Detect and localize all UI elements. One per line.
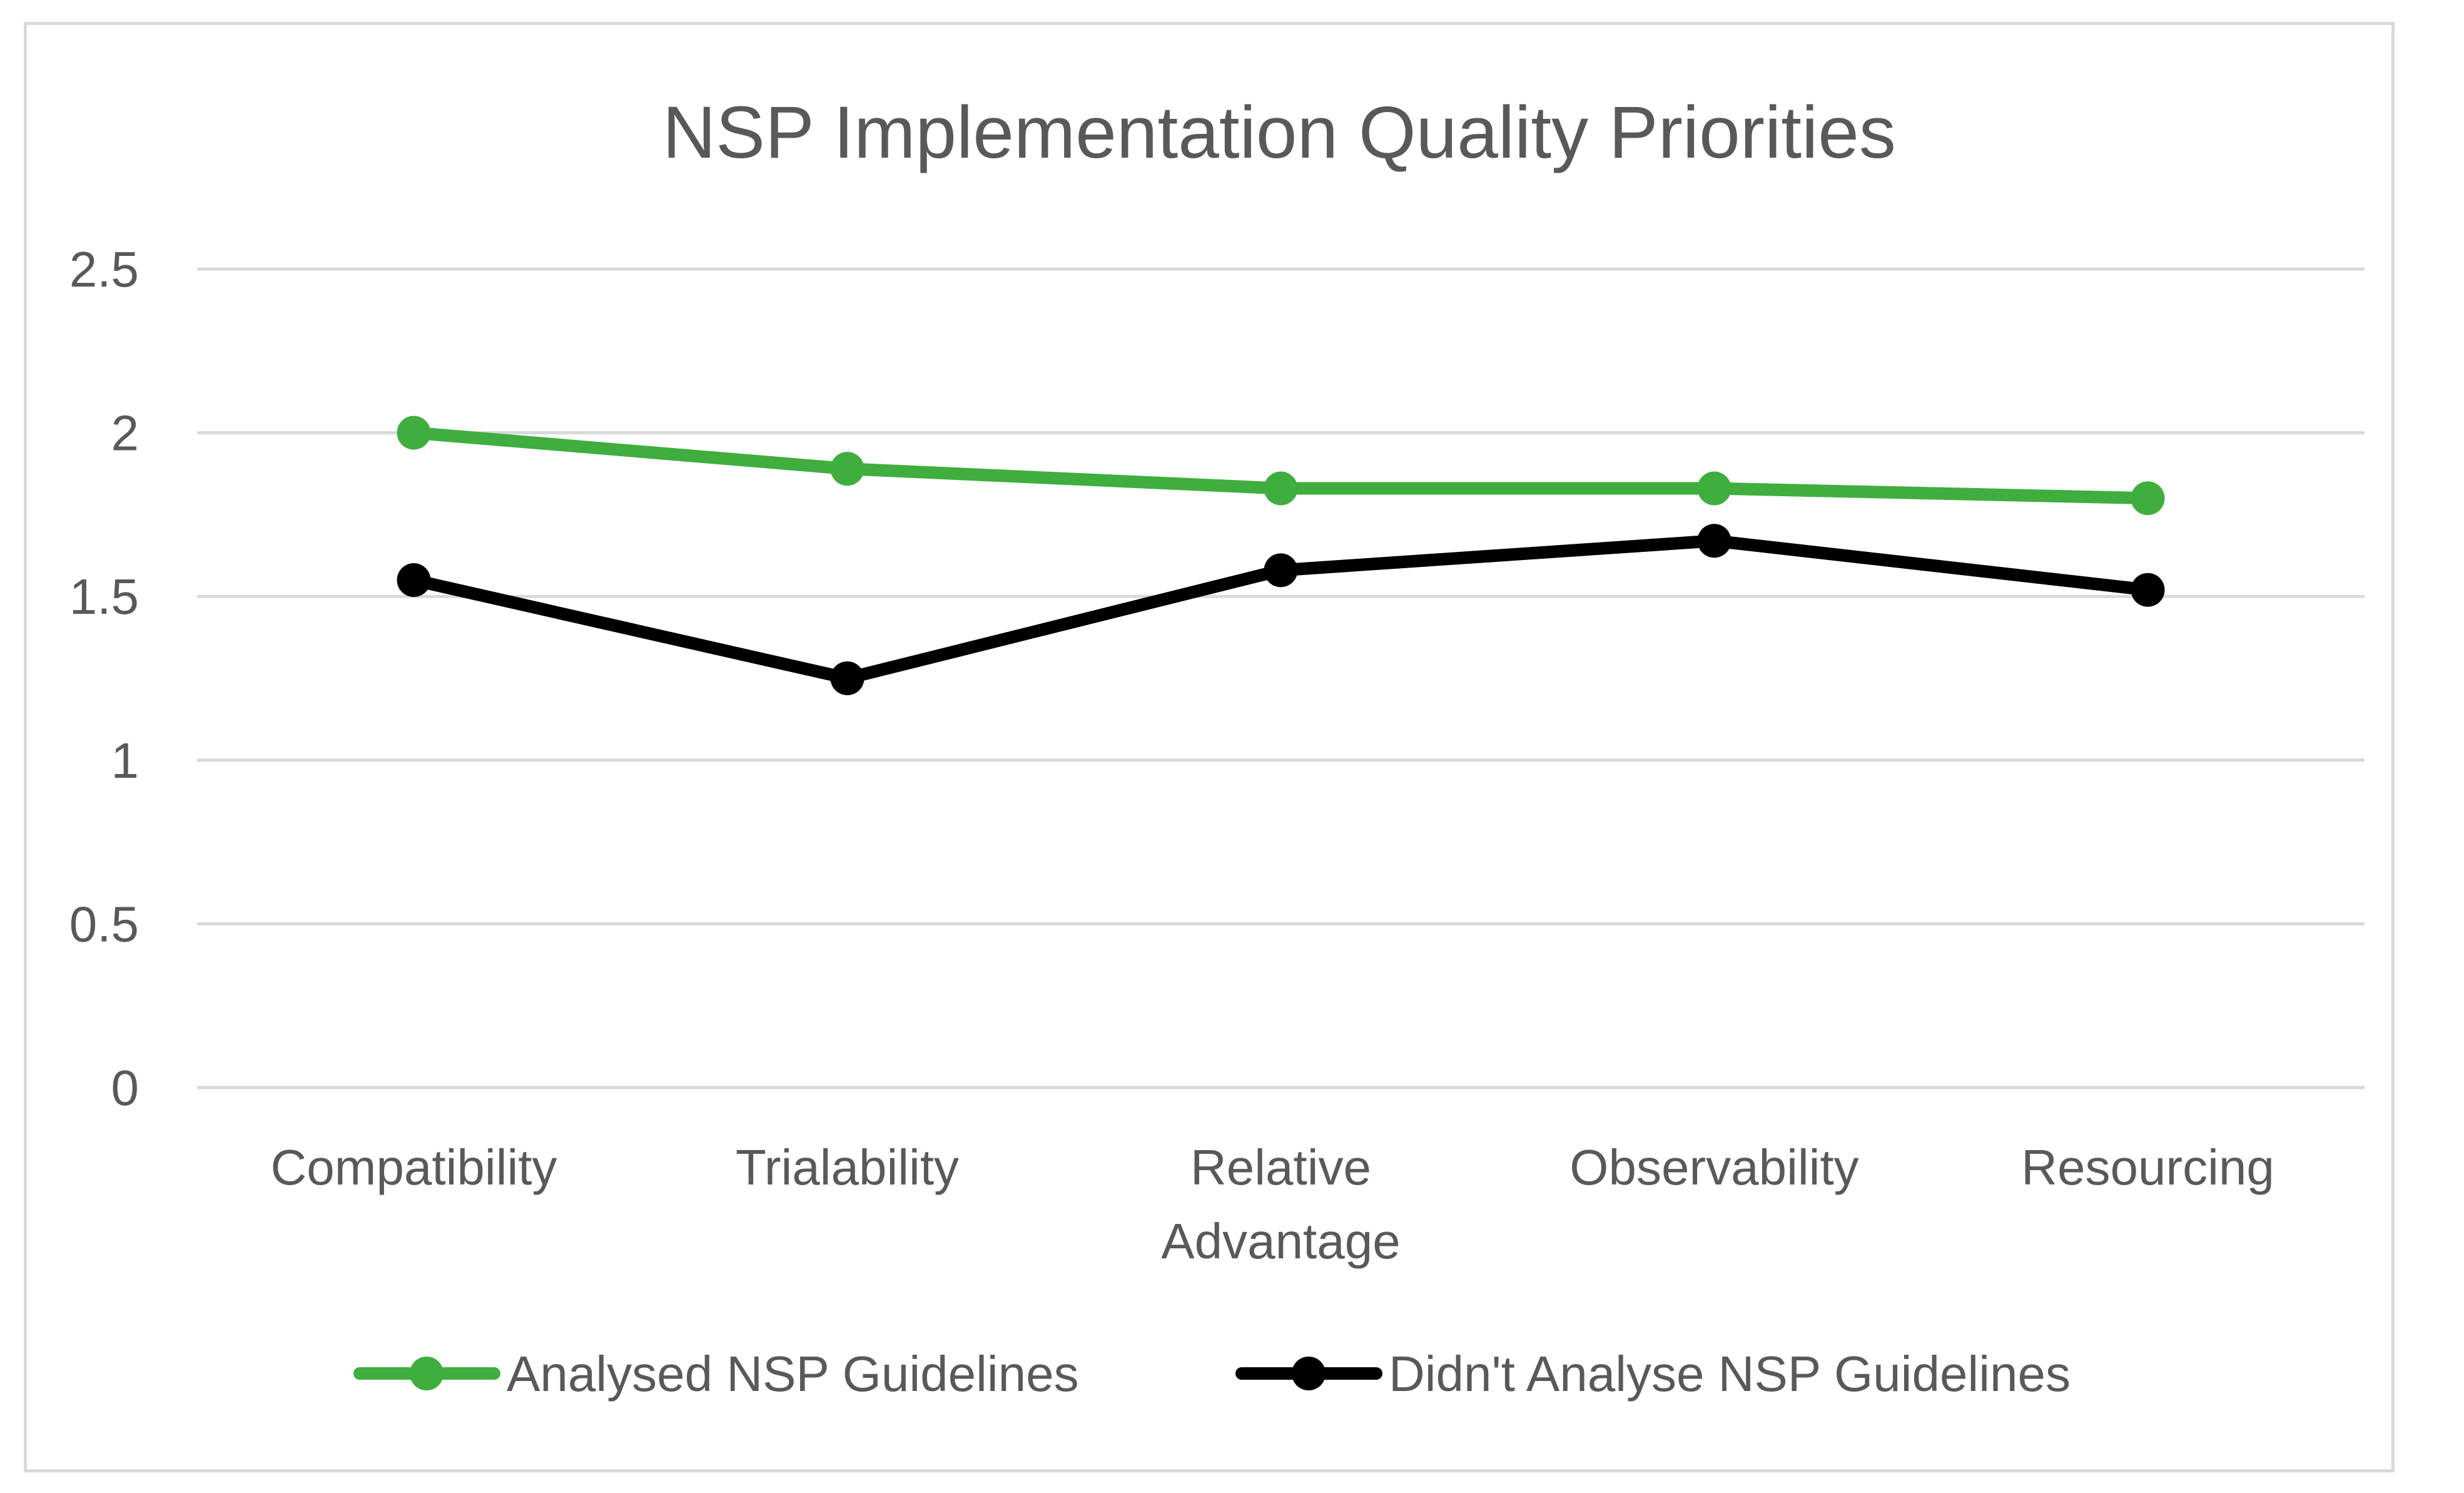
data-point: [1264, 553, 1298, 588]
y-axis-ticks: 0 0.5 1 1.5 2 2.5: [69, 242, 139, 1116]
data-point: [1697, 471, 1731, 506]
data-point: [2131, 573, 2165, 607]
data-point: [1264, 471, 1298, 506]
legend-label: Didn't Analyse NSP Guidelines: [1389, 1346, 2071, 1402]
x-tick-label-line: Trialability: [736, 1139, 959, 1195]
x-tick-label-line: Compatibility: [271, 1139, 557, 1195]
x-tick-label-line: Resourcing: [2021, 1139, 2274, 1195]
x-tick-label: Resourcing: [2021, 1139, 2274, 1195]
data-point: [830, 452, 864, 486]
gridlines: [197, 267, 2365, 1089]
y-tick-label: 0: [111, 1060, 139, 1116]
y-tick-label: 1.5: [69, 569, 139, 624]
data-point: [397, 563, 431, 598]
y-tick-label: 2: [111, 405, 139, 461]
x-tick-label-line: Relative: [1190, 1139, 1371, 1195]
legend-swatch-marker: [1292, 1357, 1326, 1390]
chart-title: NSP Implementation Quality Priorities: [662, 91, 1896, 174]
x-tick-label: Compatibility: [271, 1139, 557, 1195]
x-tick-label: Observability: [1569, 1139, 1858, 1195]
data-point: [397, 415, 431, 450]
y-tick-label: 0.5: [69, 896, 139, 952]
x-axis-ticks: Compatibility Trialability Relative Advanta…: [271, 1139, 2274, 1269]
legend: Analysed NSP Guidelines Didn't Analyse NS…: [353, 1346, 2071, 1402]
data-point: [2131, 481, 2165, 516]
legend-swatch-marker: [410, 1357, 444, 1390]
x-tick-label: Trialability: [736, 1139, 959, 1195]
y-tick-label: 1: [111, 733, 139, 788]
series-layer: [397, 415, 2165, 695]
x-tick-label-line: Observability: [1569, 1139, 1858, 1195]
legend-label: Analysed NSP Guidelines: [507, 1346, 1079, 1402]
x-tick-label: Relative Advantage: [1161, 1139, 1401, 1269]
data-point: [830, 661, 864, 695]
y-tick-label: 2.5: [69, 242, 139, 297]
x-tick-label-line: Advantage: [1161, 1213, 1401, 1269]
chart-frame: [24, 22, 2395, 1472]
data-point: [1697, 524, 1731, 558]
